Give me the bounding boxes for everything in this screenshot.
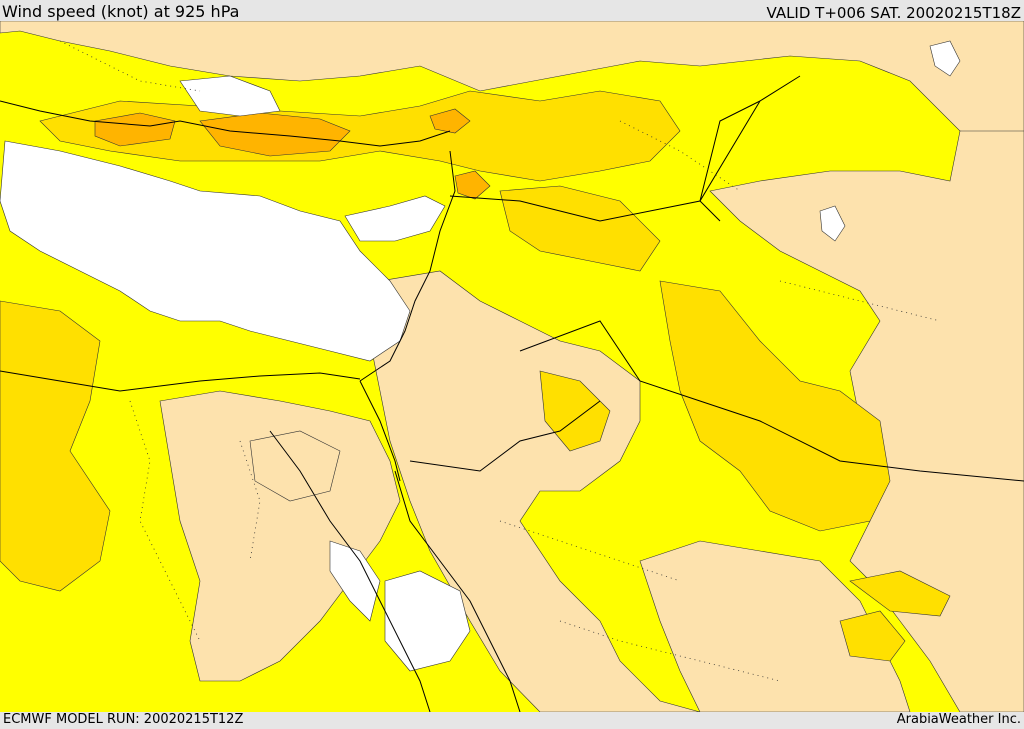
field-fresh-syria — [499, 185, 661, 272]
map-canvas — [0, 21, 1024, 712]
brand-label: ArabiaWeather Inc. — [896, 712, 1021, 727]
border-iraq-iran — [699, 100, 761, 222]
valid-time: VALID T+006 SAT. 20020215T18Z — [766, 4, 1021, 22]
border-syria-iraq — [449, 75, 801, 222]
field-calm-gulf-suez — [329, 540, 381, 622]
field-calm-group — [0, 40, 961, 672]
field-strong-lebanon — [454, 170, 491, 200]
top-bar: Wind speed (knot) at 925 hPa VALID T+006… — [0, 0, 1024, 22]
province-lines — [59, 40, 941, 682]
coastline-africa — [0, 370, 361, 392]
coastline-red-sea-east — [394, 470, 521, 712]
model-run: ECMWF MODEL RUN: 20020215T12Z — [3, 712, 244, 727]
field-fresh-se — [849, 570, 951, 617]
field-calm-red-sea — [384, 570, 471, 672]
field-calm-lake2 — [819, 205, 846, 242]
field-fresh-west — [0, 300, 111, 592]
borders-group — [0, 75, 1024, 712]
coastline-red-sea — [269, 430, 431, 712]
field-strong-cyprus-e — [429, 108, 471, 134]
wind-speed-map[interactable] — [0, 21, 1024, 712]
field-fresh-jordan — [539, 370, 611, 452]
field-fresh-turkey — [39, 90, 681, 182]
field-calm-lake — [929, 40, 961, 77]
field-fresh-group — [0, 90, 951, 662]
coastline-levant — [359, 150, 456, 382]
field-calm-mediterranean — [0, 140, 411, 362]
field-calm-aegean — [179, 75, 281, 117]
province-line-2 — [619, 120, 741, 192]
field-calm-levant-sea — [344, 195, 446, 242]
coastline-turkey — [0, 100, 451, 147]
border-egypt-israel — [359, 380, 401, 482]
map-title: Wind speed (knot) at 925 hPa — [2, 2, 240, 21]
field-light-sinai-patch — [249, 430, 341, 502]
field-light-levant — [369, 270, 701, 712]
field-fresh-se2 — [839, 610, 906, 662]
border-saudi — [409, 400, 601, 472]
bottom-bar: ECMWF MODEL RUN: 20020215T12Z ArabiaWeat… — [0, 712, 1024, 729]
field-fresh-iraq — [659, 280, 891, 532]
field-light-north — [0, 21, 1024, 142]
border-jordan — [519, 320, 1024, 482]
field-light-egypt — [159, 390, 401, 682]
field-strong-north-1 — [94, 112, 176, 147]
